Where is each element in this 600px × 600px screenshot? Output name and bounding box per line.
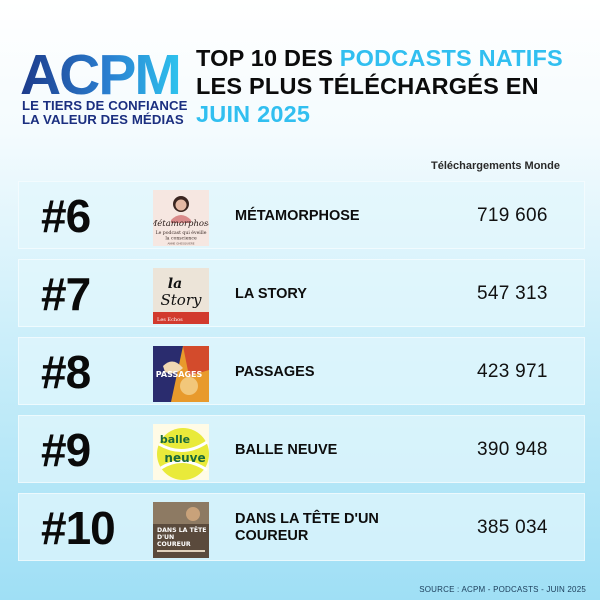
podcast-name: DANS LA TÊTE D'UN COUREUR [235, 511, 379, 544]
metamorphose-cover-icon: Métamorphose Le podcast qui éveille la c… [153, 190, 209, 246]
title-part-1: TOP 10 DES [196, 45, 340, 71]
ranking-row: #9 balle neuve BALLE NEUVE 390 948 [18, 415, 585, 483]
title-part-2: LES PLUS TÉLÉCHARGÉS EN [196, 73, 539, 99]
svg-text:Story: Story [161, 291, 203, 309]
rank-number: #10 [41, 502, 116, 554]
ranking-row: #6 Métamorphose Le podcast qui éveille l… [18, 181, 585, 249]
svg-text:la: la [168, 276, 182, 292]
balle-neuve-cover-icon: balle neuve [153, 424, 209, 480]
svg-text:neuve: neuve [164, 451, 205, 465]
svg-text:Les Echos: Les Echos [157, 317, 183, 323]
svg-text:la conscience: la conscience [165, 236, 197, 242]
logo-tagline-2: LA VALEUR DES MÉDIAS [22, 112, 184, 127]
acpm-logo: ACPM LE TIERS DE CONFIANCE LA VALEUR DES… [20, 47, 187, 137]
svg-text:PASSAGES: PASSAGES [156, 370, 203, 379]
ranking-row: #7 la Story Les Echos LA STORY 547 313 [18, 259, 585, 327]
podcast-name: LA STORY [235, 285, 307, 302]
page-title: TOP 10 DES PODCASTS NATIFS LES PLUS TÉLÉ… [196, 44, 591, 128]
rank-number: #9 [41, 424, 91, 476]
dans-la-tete-cover-icon: DANS LA TÊTE D'UN COUREUR [153, 502, 209, 558]
rank-number: #8 [41, 346, 91, 398]
svg-text:COUREUR: COUREUR [157, 541, 191, 548]
svg-text:D'UN: D'UN [157, 534, 174, 541]
title-highlight-1: PODCASTS NATIFS [339, 45, 563, 71]
download-count: 390 948 [477, 439, 548, 460]
ranking-row: #10 DANS LA TÊTE D'UN COUREUR DANS LA TÊ… [18, 493, 585, 561]
rank-number: #6 [41, 190, 91, 242]
column-header-downloads: Téléchargements Monde [431, 160, 560, 172]
passages-cover-icon: PASSAGES [153, 346, 209, 402]
podcast-name: PASSAGES [235, 363, 315, 380]
download-count: 385 034 [477, 517, 548, 538]
logo-tagline-1: LE TIERS DE CONFIANCE [22, 98, 188, 113]
svg-text:Métamorphose: Métamorphose [153, 218, 209, 229]
la-story-cover-icon: la Story Les Echos [153, 268, 209, 324]
source-note: SOURCE : ACPM - PODCASTS - JUIN 2025 [419, 585, 586, 594]
download-count: 547 313 [477, 283, 548, 304]
download-count: 423 971 [477, 361, 548, 382]
acpm-wordmark-text: ACPM [20, 47, 180, 105]
svg-text:DANS LA TÊTE: DANS LA TÊTE [157, 525, 207, 534]
title-highlight-2: JUIN 2025 [196, 101, 311, 127]
svg-text:ANNE GHESQUIÈRE: ANNE GHESQUIÈRE [167, 241, 194, 246]
podcast-name: BALLE NEUVE [235, 441, 338, 458]
podcast-name: MÉTAMORPHOSE [235, 207, 360, 224]
download-count: 719 606 [477, 205, 548, 226]
svg-text:balle: balle [160, 433, 190, 446]
acpm-wordmark-icon: ACPM [20, 47, 180, 105]
ranking-row: #8 PASSAGES PASSAGES 423 971 [18, 337, 585, 405]
svg-text:Le podcast qui éveille: Le podcast qui éveille [156, 229, 207, 236]
rank-number: #7 [41, 268, 91, 320]
